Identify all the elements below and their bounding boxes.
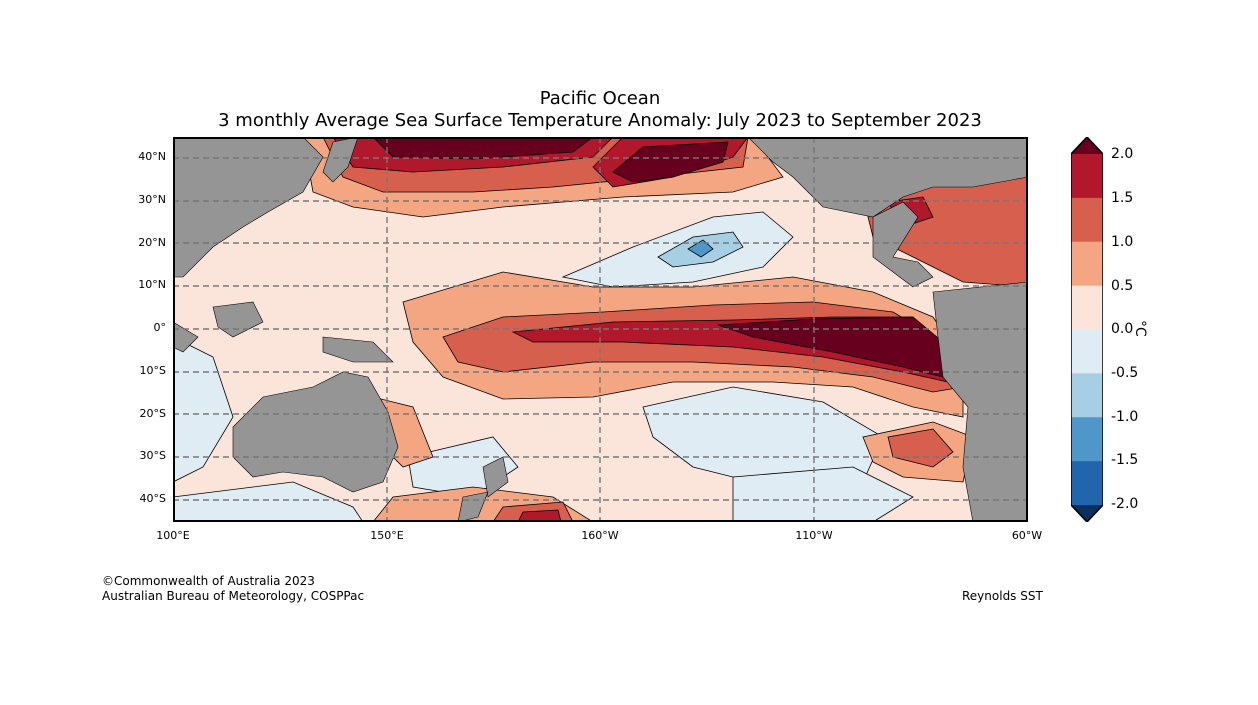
- agency-text: Australian Bureau of Meteorology, COSPPa…: [102, 589, 365, 603]
- colorbar-tick--0.5: -0.5: [1111, 365, 1139, 381]
- data-source-text: Reynolds SST: [962, 589, 1043, 603]
- colorbar-tick-1.0: 1.0: [1111, 234, 1134, 250]
- land-australia: [232, 371, 399, 493]
- anomaly-region: [372, 137, 594, 160]
- map-svg: [173, 137, 1028, 522]
- land-asia: [173, 137, 324, 278]
- colorbar-swatch: [1071, 417, 1103, 462]
- colorbar-tick--2.0: -2.0: [1111, 496, 1139, 512]
- lat-label-30n: 30°N: [138, 193, 166, 206]
- anomaly-region: [732, 466, 914, 522]
- lat-label-10n: 10°N: [138, 278, 166, 291]
- lat-label-40s: 40°S: [139, 492, 166, 505]
- land-north-america: [747, 137, 1028, 218]
- lon-label-110w: 110°W: [795, 529, 833, 542]
- anomaly-region: [173, 336, 234, 483]
- colorbar-svg: [1070, 135, 1104, 524]
- colorbar-swatch: [1071, 241, 1103, 287]
- lon-label-150e: 150°E: [370, 529, 404, 542]
- colorbar-tick-0.0: 0.0: [1111, 321, 1134, 337]
- colorbar-tick-2.0: 2.0: [1111, 146, 1134, 162]
- lat-label-20n: 20°N: [138, 236, 166, 249]
- lon-label-100e: 100°E: [156, 529, 190, 542]
- lon-label-160w: 160°W: [581, 529, 619, 542]
- land-sumatra: [173, 321, 199, 353]
- colorbar: [1070, 135, 1104, 524]
- colorbar-tick--1.5: -1.5: [1111, 452, 1139, 468]
- sst-anomaly-map: [173, 137, 1028, 522]
- lat-label-0: 0°: [153, 321, 167, 334]
- land-new-zealand: [482, 456, 509, 498]
- land-south-america: [932, 281, 1028, 522]
- colorbar-extend-min: [1071, 505, 1103, 522]
- colorbar-extend-max: [1071, 137, 1103, 154]
- anomaly-region: [517, 509, 562, 522]
- colorbar-swatch: [1071, 329, 1103, 374]
- map-subtitle: 3 monthly Average Sea Surface Temperatur…: [218, 110, 982, 131]
- graticule: [173, 137, 1028, 522]
- colorbar-tick-1.5: 1.5: [1111, 190, 1134, 206]
- colorbar-swatch: [1071, 285, 1103, 330]
- lat-label-40n: 40°N: [138, 150, 166, 163]
- lat-label-20s: 20°S: [139, 407, 166, 420]
- colorbar-swatch: [1071, 461, 1103, 506]
- lat-label-10s: 10°S: [139, 364, 166, 377]
- colorbar-swatch: [1071, 197, 1103, 243]
- colorbar-unit-label: °C: [1132, 320, 1148, 337]
- lon-label-60w: 60°W: [1011, 529, 1043, 542]
- copyright-text: ©Commonwealth of Australia 2023: [102, 574, 315, 588]
- colorbar-tick--1.0: -1.0: [1111, 409, 1139, 425]
- anomaly-region: [173, 481, 364, 522]
- colorbar-tick-0.5: 0.5: [1111, 278, 1134, 294]
- lat-label-30s: 30°S: [139, 449, 166, 462]
- anomaly-region: [612, 141, 729, 183]
- colorbar-swatch: [1071, 154, 1103, 199]
- colorbar-swatch: [1071, 373, 1103, 418]
- map-title: Pacific Ocean: [539, 88, 661, 109]
- land-central-america: [872, 201, 934, 288]
- land-new-guinea: [322, 336, 394, 363]
- map-frame: [173, 137, 1028, 522]
